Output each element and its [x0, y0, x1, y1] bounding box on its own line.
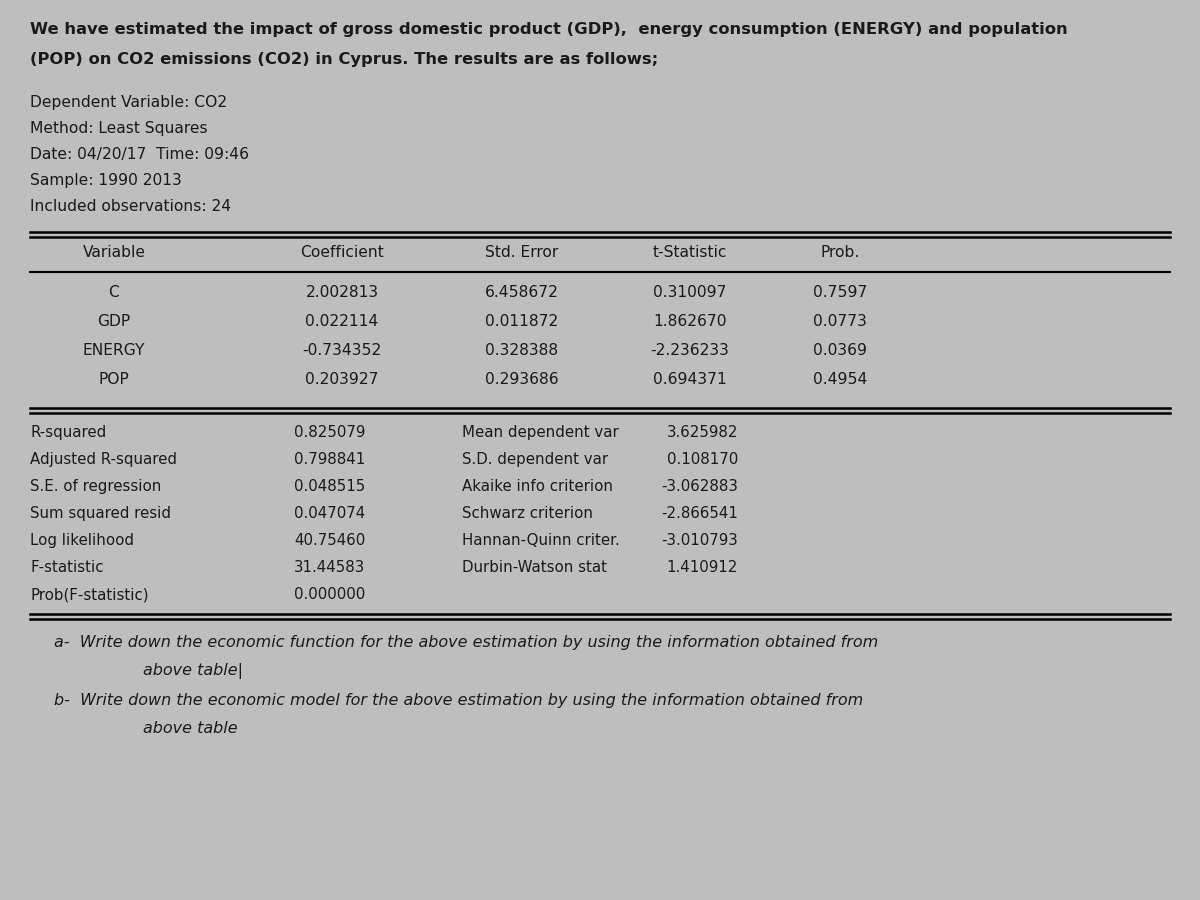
Text: Method: Least Squares: Method: Least Squares — [30, 121, 208, 136]
Text: t-Statistic: t-Statistic — [653, 245, 727, 260]
Text: a-  Write down the economic function for the above estimation by using the infor: a- Write down the economic function for … — [54, 635, 878, 650]
Text: 6.458672: 6.458672 — [485, 285, 559, 300]
Text: GDP: GDP — [97, 314, 131, 329]
Text: above table|: above table| — [102, 663, 242, 679]
Text: Sum squared resid: Sum squared resid — [30, 506, 172, 521]
Text: 0.000000: 0.000000 — [294, 587, 365, 602]
Text: S.D. dependent var: S.D. dependent var — [462, 452, 608, 467]
Text: 0.047074: 0.047074 — [294, 506, 365, 521]
Text: (POP) on CO2 emissions (CO2) in Cyprus. The results are as follows;: (POP) on CO2 emissions (CO2) in Cyprus. … — [30, 52, 659, 67]
Text: -3.062883: -3.062883 — [661, 479, 738, 494]
Text: Coefficient: Coefficient — [300, 245, 384, 260]
Text: Included observations: 24: Included observations: 24 — [30, 199, 232, 214]
Text: above table: above table — [102, 721, 238, 736]
Text: POP: POP — [98, 372, 130, 387]
Text: Akaike info criterion: Akaike info criterion — [462, 479, 613, 494]
Text: 0.011872: 0.011872 — [485, 314, 559, 329]
Text: We have estimated the impact of gross domestic product (GDP),  energy consumptio: We have estimated the impact of gross do… — [30, 22, 1068, 37]
Text: -2.236233: -2.236233 — [650, 343, 730, 358]
Text: 0.048515: 0.048515 — [294, 479, 365, 494]
Text: 0.7597: 0.7597 — [812, 285, 868, 300]
Text: 40.75460: 40.75460 — [294, 533, 365, 548]
Text: Prob.: Prob. — [821, 245, 859, 260]
Text: -3.010793: -3.010793 — [661, 533, 738, 548]
Text: 0.310097: 0.310097 — [653, 285, 727, 300]
Text: 0.293686: 0.293686 — [485, 372, 559, 387]
Text: ENERGY: ENERGY — [83, 343, 145, 358]
Text: 0.0773: 0.0773 — [814, 314, 866, 329]
Text: S.E. of regression: S.E. of regression — [30, 479, 161, 494]
Text: -0.734352: -0.734352 — [302, 343, 382, 358]
Text: -2.866541: -2.866541 — [661, 506, 738, 521]
Text: Hannan-Quinn criter.: Hannan-Quinn criter. — [462, 533, 619, 548]
Text: Prob(F-statistic): Prob(F-statistic) — [30, 587, 149, 602]
Text: Durbin-Watson stat: Durbin-Watson stat — [462, 560, 607, 575]
Text: 0.108170: 0.108170 — [667, 452, 738, 467]
Text: R-squared: R-squared — [30, 425, 107, 440]
Text: 3.625982: 3.625982 — [666, 425, 738, 440]
Text: 0.798841: 0.798841 — [294, 452, 365, 467]
Text: 0.694371: 0.694371 — [653, 372, 727, 387]
Text: F-statistic: F-statistic — [30, 560, 103, 575]
Text: 0.0369: 0.0369 — [814, 343, 866, 358]
Text: 0.203927: 0.203927 — [305, 372, 379, 387]
Text: Mean dependent var: Mean dependent var — [462, 425, 619, 440]
Text: Variable: Variable — [83, 245, 145, 260]
Text: C: C — [108, 285, 120, 300]
Text: 1.862670: 1.862670 — [653, 314, 727, 329]
Text: 0.022114: 0.022114 — [305, 314, 379, 329]
Text: Std. Error: Std. Error — [485, 245, 559, 260]
Text: b-  Write down the economic model for the above estimation by using the informat: b- Write down the economic model for the… — [54, 693, 863, 708]
Text: 0.328388: 0.328388 — [486, 343, 558, 358]
Text: Log likelihood: Log likelihood — [30, 533, 134, 548]
Text: 31.44583: 31.44583 — [294, 560, 365, 575]
Text: Schwarz criterion: Schwarz criterion — [462, 506, 593, 521]
Text: Sample: 1990 2013: Sample: 1990 2013 — [30, 173, 181, 188]
Text: 1.410912: 1.410912 — [667, 560, 738, 575]
Text: 0.4954: 0.4954 — [812, 372, 868, 387]
Text: Dependent Variable: CO2: Dependent Variable: CO2 — [30, 95, 227, 110]
Text: Date: 04/20/17  Time: 09:46: Date: 04/20/17 Time: 09:46 — [30, 147, 250, 162]
Text: Adjusted R-squared: Adjusted R-squared — [30, 452, 178, 467]
Text: 2.002813: 2.002813 — [306, 285, 378, 300]
Text: 0.825079: 0.825079 — [294, 425, 365, 440]
